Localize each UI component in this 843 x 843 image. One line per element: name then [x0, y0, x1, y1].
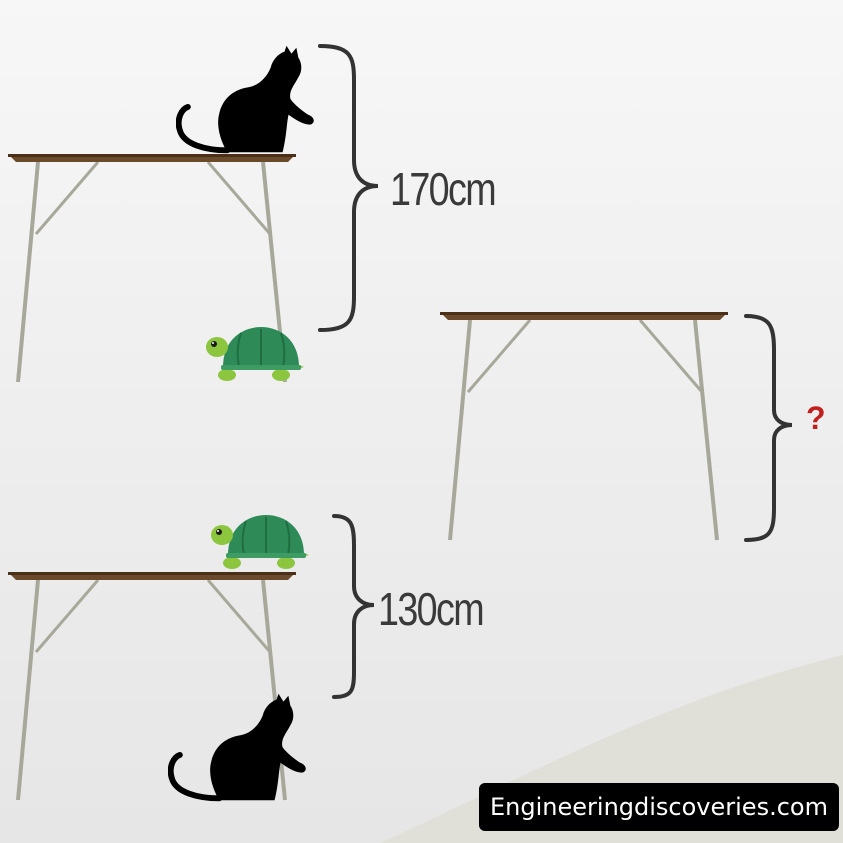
scene-top: [8, 44, 379, 384]
brace-icon: [744, 314, 793, 542]
cat-icon: [171, 694, 306, 801]
watermark-text: Engineeringdiscoveries.com: [490, 793, 828, 821]
turtle-icon: [205, 326, 305, 382]
unknown-height-label: ?: [806, 400, 826, 436]
watermark-badge: Engineeringdiscoveries.com: [479, 783, 839, 831]
scene-right: [440, 312, 793, 542]
table-icon: [440, 312, 730, 542]
cat-icon: [179, 46, 314, 153]
brace-icon: [332, 514, 375, 699]
top-height-label: 170cm: [390, 163, 497, 215]
bottom-height-label: 130cm: [378, 583, 485, 635]
brace-icon: [318, 44, 379, 332]
turtle-icon: [210, 514, 310, 570]
scene-bottom: [8, 514, 375, 801]
